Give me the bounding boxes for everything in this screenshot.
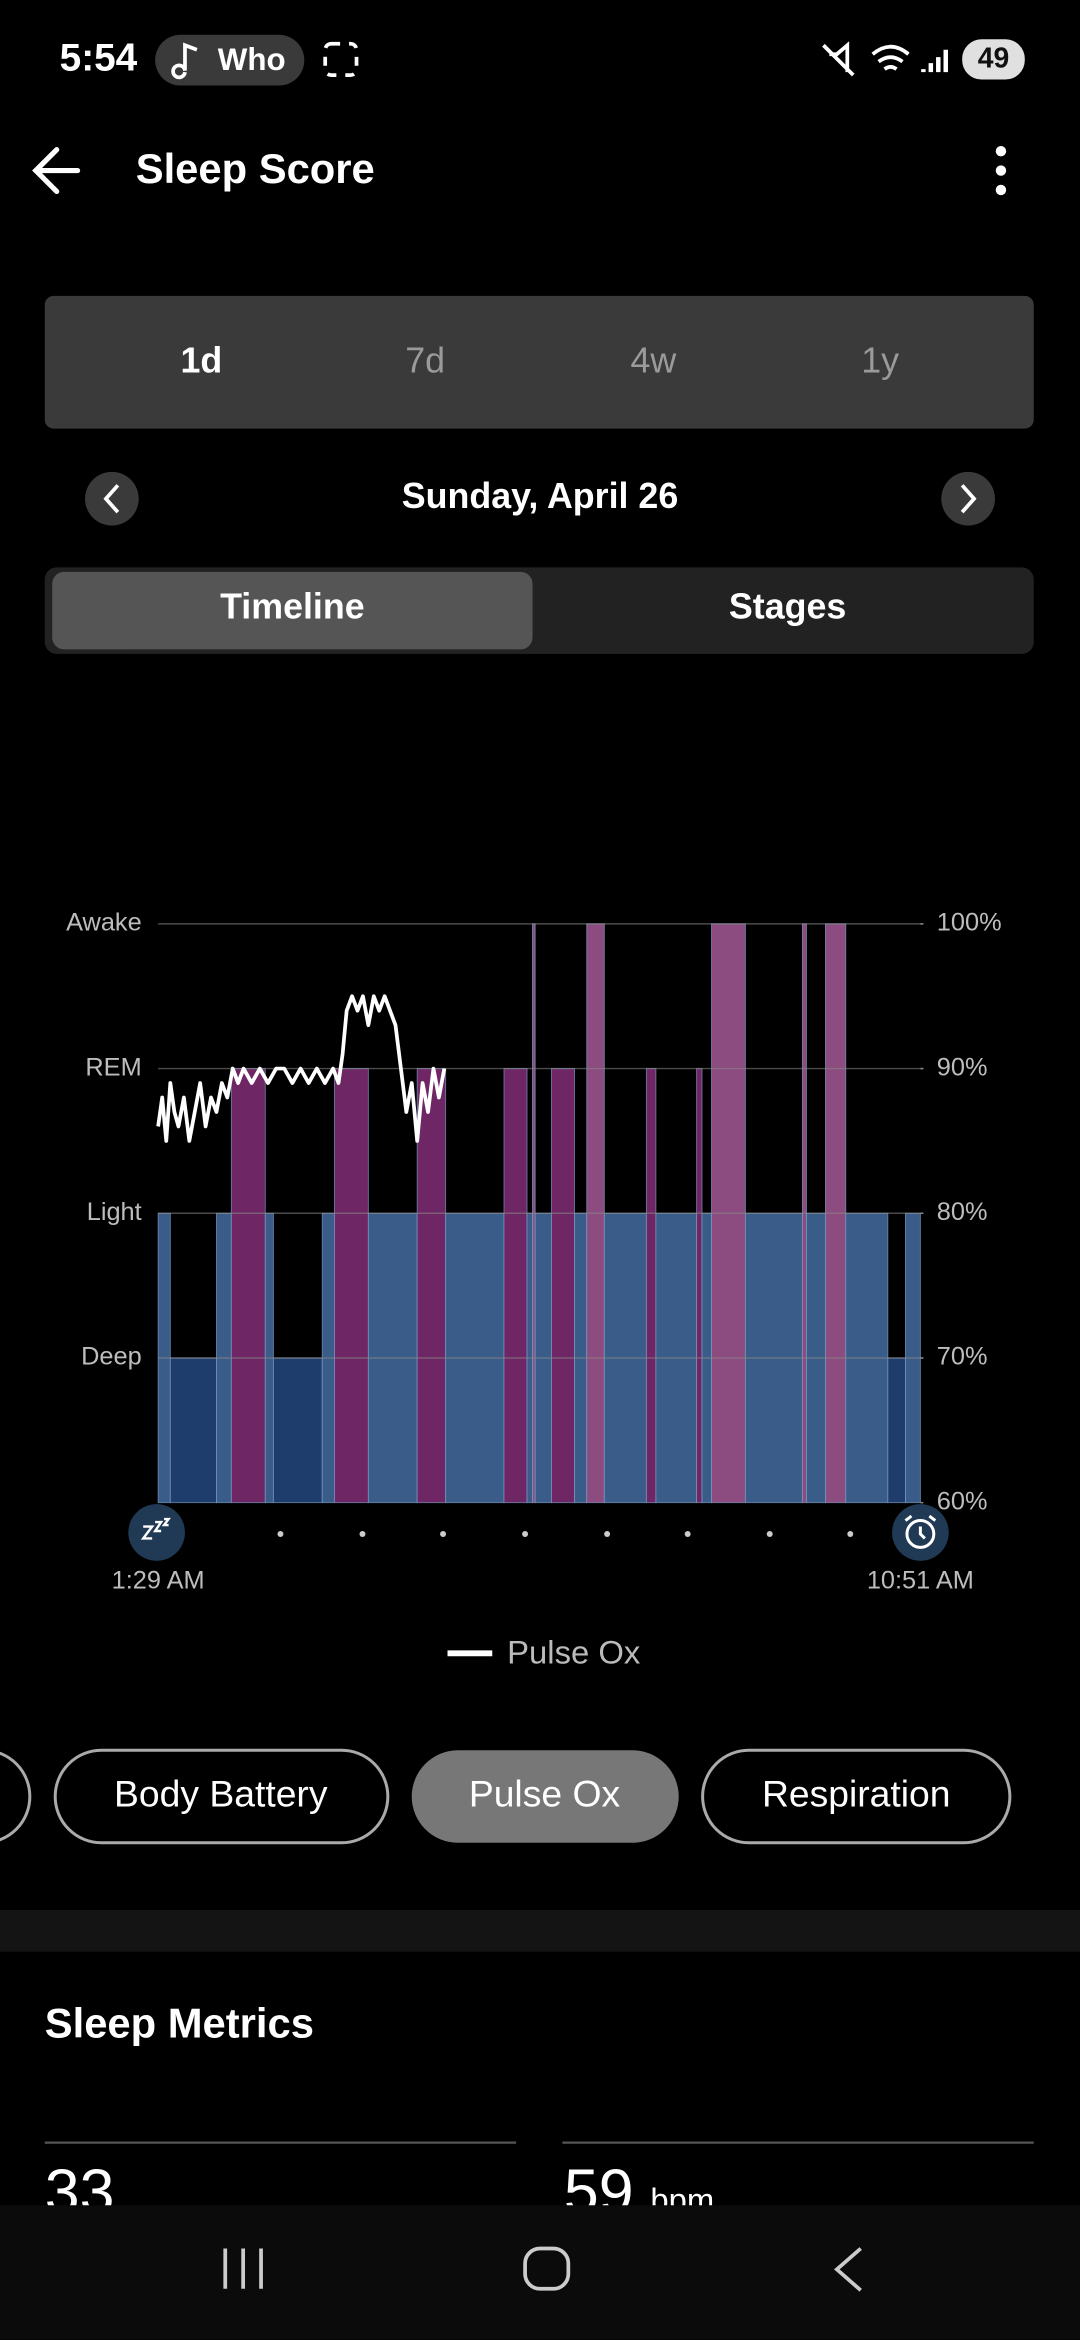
signal-icon — [921, 49, 948, 73]
page-title: Sleep Score — [136, 145, 375, 192]
home-button[interactable] — [523, 2246, 571, 2291]
wake-icon — [892, 1504, 949, 1561]
metric-pill-label: Pulse Ox — [469, 1772, 621, 1814]
date: Sunday, April 26 — [402, 476, 679, 516]
status-time: 5:54 — [60, 36, 138, 79]
stage-bar — [230, 1068, 266, 1504]
stage-bar — [416, 1068, 447, 1504]
y-tick-label: Awake — [66, 909, 142, 937]
stage-bar — [696, 1068, 703, 1504]
stage-bar — [333, 1068, 369, 1504]
y2-tick-label: 80% — [937, 1198, 988, 1226]
metric-pill[interactable] — [53, 1748, 390, 1845]
y2-tick-label: 60% — [937, 1487, 988, 1515]
section-title: Sleep Metrics — [45, 1999, 314, 2046]
y2-tick-label: 90% — [937, 1053, 988, 1081]
y-tick-label: Deep — [81, 1343, 142, 1371]
range-tab[interactable]: 7d — [405, 340, 445, 380]
stage-bar — [645, 1068, 657, 1504]
sleep-chart: Awake REM Light Deep 100% 90% 80% 70% 60% 1:29 AM… — [66, 909, 1002, 1595]
previous-day[interactable] — [85, 471, 139, 526]
x-tick-label: 10:51 AM — [867, 1566, 974, 1594]
metric-pill[interactable] — [0, 1750, 32, 1842]
divider — [0, 1909, 1080, 1952]
view-tab[interactable]: Stages — [729, 587, 846, 627]
screenshot-icon — [323, 41, 359, 77]
next-day[interactable] — [941, 471, 995, 526]
view-tab-selected — [52, 571, 533, 650]
recents-button[interactable] — [223, 2248, 263, 2289]
stage-bar — [503, 1068, 528, 1504]
mute-icon — [822, 41, 855, 77]
pulse-ox-line — [156, 994, 447, 1143]
metric-pill-label: Body Battery — [114, 1772, 328, 1814]
view-tab[interactable]: Timeline — [220, 587, 365, 627]
range-tabs — [44, 295, 1034, 429]
music-icon — [171, 42, 198, 80]
battery-level: 49 — [978, 43, 1010, 75]
media-title: Who — [218, 42, 286, 77]
more-menu[interactable] — [995, 145, 1007, 196]
back-nav-button[interactable] — [834, 2247, 862, 2292]
sleep-start-icon — [128, 1504, 185, 1561]
stage-bar — [551, 1068, 575, 1504]
back-button[interactable] — [32, 147, 81, 195]
stage-bar — [272, 1357, 323, 1504]
x-tick-label: 1:29 AM — [112, 1566, 205, 1594]
y2-tick-label: 100% — [937, 909, 1002, 937]
stage-bar — [169, 1357, 217, 1504]
y-tick-label: Light — [87, 1198, 142, 1226]
range-tab[interactable]: 1d — [180, 340, 222, 380]
battery — [962, 39, 1025, 80]
nav-bar — [0, 2205, 1080, 2340]
range-tab[interactable]: 1y — [861, 340, 899, 380]
range-tab[interactable]: 4w — [630, 340, 676, 380]
y2-tick-label: 70% — [937, 1343, 988, 1371]
stage-bar — [887, 1357, 906, 1504]
y-tick-label: REM — [85, 1053, 141, 1081]
metric-pill-selected[interactable] — [411, 1750, 679, 1843]
wifi-icon — [871, 44, 910, 71]
x-axis-dots — [277, 1530, 854, 1537]
legend-label: Pulse Ox — [507, 1633, 641, 1670]
metric-pill-label: Respiration — [762, 1772, 951, 1814]
metric-pill[interactable] — [701, 1748, 1012, 1845]
